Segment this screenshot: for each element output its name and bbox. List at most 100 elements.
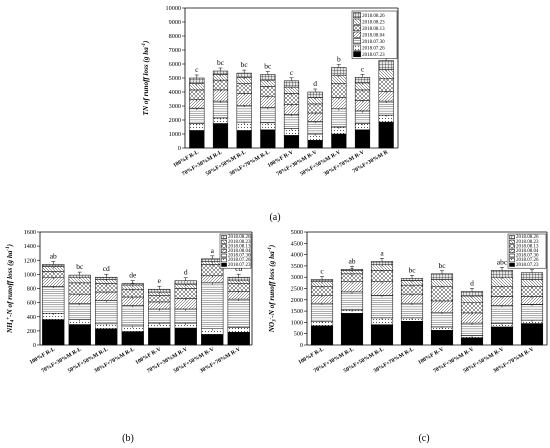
bar-segment: [430, 330, 454, 346]
bar-segment: [260, 129, 276, 149]
x-tick-label: 100%F R-L: [298, 346, 326, 365]
bar-segment: [174, 327, 197, 346]
y-tick-label: 2500: [291, 286, 303, 293]
x-tick-label: 70%F+30%M R-L: [181, 149, 223, 177]
y-tick-label: 1400: [24, 243, 36, 250]
bar-segment: [307, 121, 323, 135]
y-tick-label: 6000: [169, 61, 181, 68]
legend-swatch: [221, 253, 227, 258]
bar-segment: [212, 70, 229, 75]
bar-segment: [283, 80, 300, 88]
legend-swatch: [509, 253, 515, 258]
bar-segment: [95, 300, 118, 325]
significance-letter: bc: [241, 60, 249, 69]
legend-label: 2018.08.23: [228, 240, 251, 245]
y-tick-label: 1600: [24, 229, 36, 236]
y-tick-label: 1500: [291, 308, 303, 315]
legend-swatch: [221, 262, 227, 267]
bar-segment: [121, 305, 144, 327]
bar-segment: [95, 328, 118, 346]
bar-segment: [148, 308, 171, 324]
panel-label-b: (b): [122, 433, 134, 444]
y-tick-label: 0: [33, 342, 36, 349]
legend-swatch: [509, 235, 515, 240]
y-tick-label: 5000: [169, 75, 181, 82]
chart-tn: 0 1000 2000 3000 4000 5000 6000 7000 8000 9000 100…: [142, 5, 399, 178]
bar-segment: [148, 327, 171, 346]
legend-label: 2018.07.23: [516, 263, 539, 268]
significance-letter: c: [320, 266, 324, 275]
legend-label: 2018.08.26: [228, 235, 251, 240]
bar-segment: [42, 264, 65, 267]
legend-label: 2018.07.26: [516, 258, 539, 263]
y-tick-label: 1000: [291, 319, 303, 326]
legend-swatch: [221, 244, 227, 249]
y-tick-label: 1200: [24, 257, 36, 264]
legend-label: 2018.08.13: [228, 244, 251, 249]
bar-segment: [227, 276, 250, 281]
bar-segment: [68, 274, 91, 278]
y-tick-label: 8000: [169, 33, 181, 40]
significance-letter: ab: [50, 251, 57, 260]
significance-letter: d: [184, 268, 188, 277]
bar-segment: [189, 107, 205, 124]
y-tick-label: 1000: [24, 271, 36, 278]
legend-label: 2018.08.04: [228, 249, 251, 254]
significance-letter: bc: [408, 265, 416, 274]
bar-segment: [340, 291, 364, 311]
bar-segment: [236, 72, 252, 78]
bar-segment: [460, 322, 484, 336]
legend-swatch: [353, 12, 361, 19]
panel-label-c: (c): [418, 433, 429, 444]
bar-segment: [212, 100, 229, 119]
y-tick-label: 600: [27, 300, 36, 307]
bar-segment: [430, 285, 454, 302]
y-tick-label: 4000: [291, 252, 303, 259]
bar-segment: [121, 331, 144, 346]
legend-swatch: [353, 25, 361, 32]
legend-swatch: [509, 249, 515, 253]
bar-segment: [340, 269, 364, 271]
significance-letter: d: [470, 278, 474, 287]
legend-swatch: [353, 31, 361, 38]
y-tick-label: 3000: [291, 274, 303, 281]
legend-swatch: [509, 262, 515, 267]
bar-segment: [430, 311, 454, 328]
bar-segment: [227, 332, 250, 346]
y-axis-label: TN of runoff loss (g ha-1): [142, 41, 150, 116]
y-tick-label: 2000: [291, 297, 303, 304]
legend-label: 2018.07.26: [228, 258, 251, 263]
bar-segment: [490, 326, 514, 346]
legend-swatch: [221, 258, 227, 263]
legend-swatch: [221, 239, 227, 244]
bar-segment: [260, 107, 276, 124]
bar-segment: [307, 91, 323, 98]
y-tick-label: 3500: [291, 263, 303, 270]
legend-label: 2018.07.30: [516, 254, 539, 259]
chart-no3: 0 500 1000 1500 2000 2500 3000 3500 4000 4500 5000…: [268, 229, 548, 375]
bar-segment: [400, 278, 424, 281]
significance-letter: bc: [76, 262, 84, 271]
significance-letter: c: [361, 64, 365, 73]
legend-label: 2018.08.13: [516, 244, 539, 249]
bar-segment: [354, 77, 371, 84]
legend-swatch: [353, 18, 361, 25]
significance-letter: a: [380, 248, 384, 257]
legend-label: 2018.08.04: [516, 249, 539, 254]
bar-segment: [460, 291, 484, 297]
x-tick-label: 70%F+30%M R-V: [276, 150, 318, 178]
y-tick-label: 200: [27, 328, 36, 335]
y-tick-label: 9000: [169, 19, 181, 26]
bar-segment: [174, 280, 197, 285]
x-tick-label: 30%F+70%M R-V: [323, 150, 365, 178]
legend-swatch: [221, 235, 227, 240]
y-axis-label: NH4+-N of runoff loss (g ha-1): [6, 244, 16, 334]
y-tick-label: 7000: [169, 47, 181, 54]
significance-letter: ab: [348, 256, 355, 265]
bar-segment: [378, 60, 394, 70]
significance-letter: c: [195, 65, 199, 74]
x-tick-label: 30%F+70%M R-L: [229, 149, 271, 177]
bar-segment: [331, 133, 347, 149]
bar-segment: [378, 78, 394, 92]
bar-segment: [212, 123, 229, 149]
